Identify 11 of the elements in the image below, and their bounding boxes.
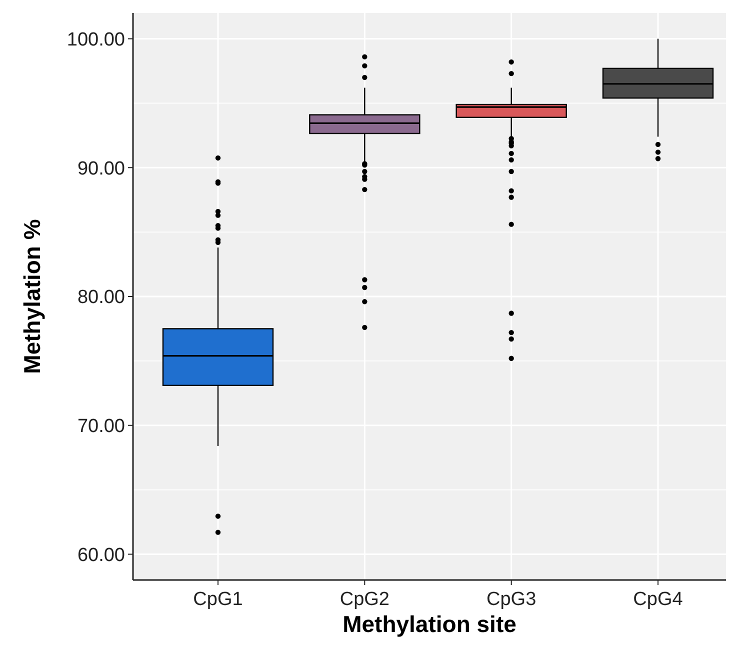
y-tick-label: 60.00 [77, 544, 125, 566]
y-tick-label: 100.00 [66, 29, 125, 50]
x-tick-label: CpG2 [340, 589, 390, 610]
x-tick-label: CpG3 [486, 589, 536, 610]
y-tick-label: 90.00 [77, 158, 125, 180]
x-tick-label: CpG1 [193, 589, 243, 610]
y-tick-label: 70.00 [77, 416, 125, 438]
y-tick-label: 80.00 [77, 287, 125, 308]
y-axis-title: Methylation % [19, 219, 45, 374]
x-axis-title: Methylation site [342, 611, 516, 637]
x-tick-label: CpG4 [633, 589, 684, 610]
